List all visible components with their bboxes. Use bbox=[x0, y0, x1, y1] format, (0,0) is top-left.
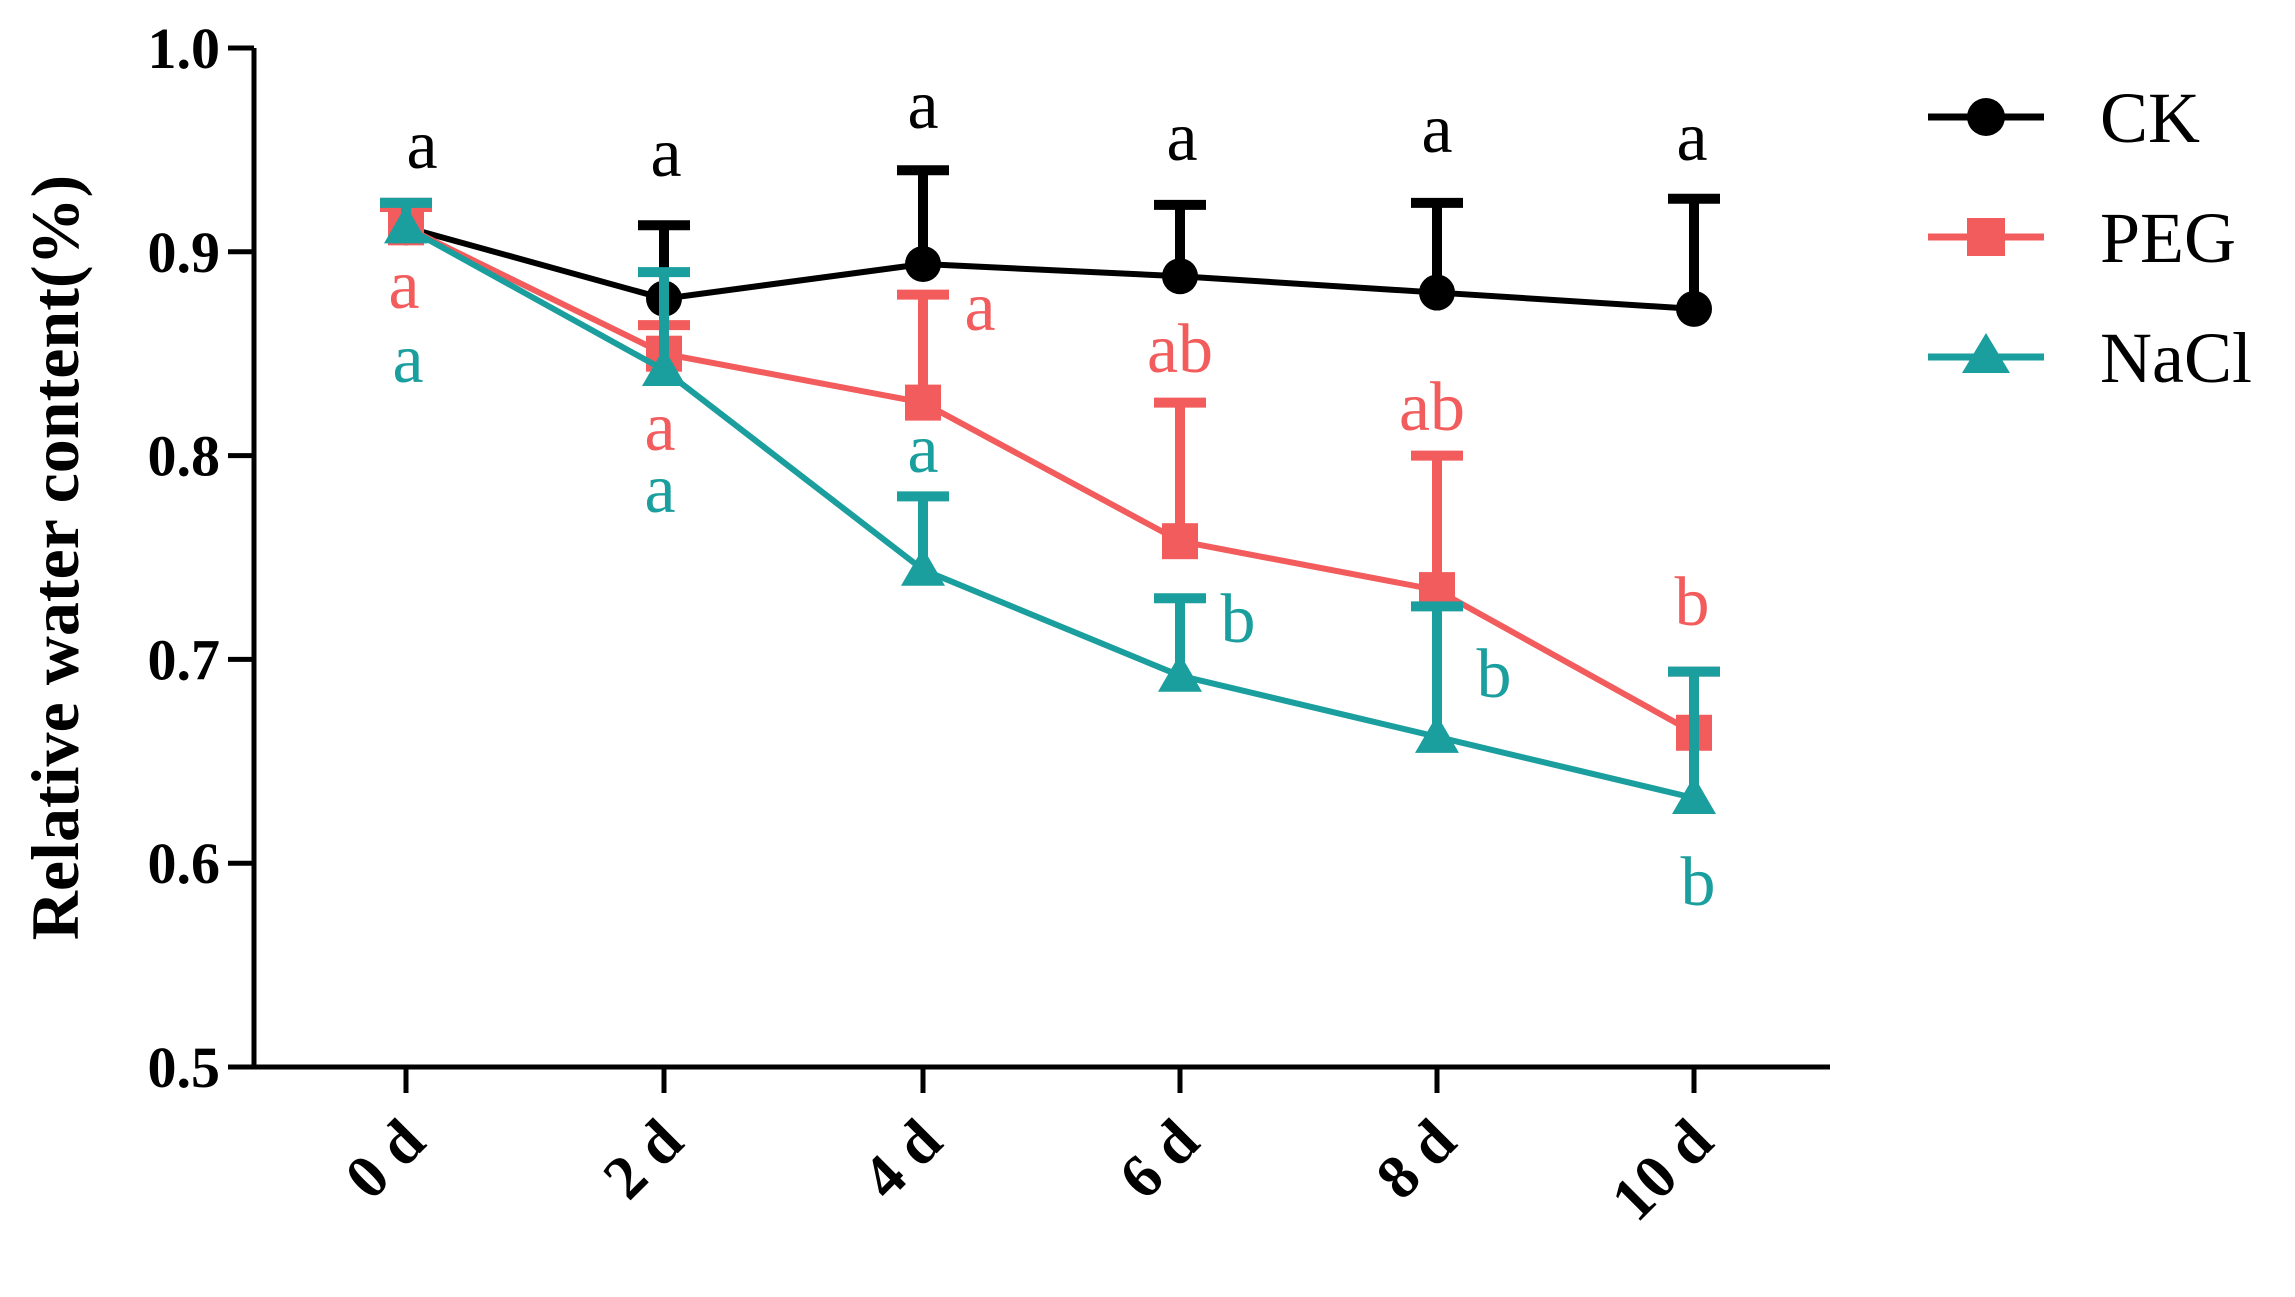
significance-letter: a bbox=[644, 389, 675, 466]
legend: CK PEG NaCl bbox=[1928, 78, 2252, 398]
significance-letter: a bbox=[406, 107, 437, 184]
legend-item-nacl: NaCl bbox=[1928, 318, 2252, 398]
y-tick-label: 0.8 bbox=[148, 424, 221, 489]
data-point bbox=[384, 205, 428, 244]
significance-letter: a bbox=[1676, 99, 1707, 176]
significance-letter: b bbox=[1477, 636, 1512, 713]
x-tick-label: 4 d bbox=[850, 1107, 955, 1212]
x-tick-label: 0 d bbox=[333, 1107, 438, 1212]
x-tick-label: 8 d bbox=[1364, 1107, 1469, 1212]
y-axis-label: Relative water content(%) bbox=[17, 175, 93, 940]
significance-letter: a bbox=[907, 411, 938, 488]
data-point bbox=[1676, 290, 1712, 327]
series-peg bbox=[380, 201, 1720, 751]
y-tick-label: 0.7 bbox=[148, 627, 221, 692]
y-tick-label: 0.9 bbox=[148, 220, 221, 285]
legend-item-ck: CK bbox=[1928, 78, 2200, 158]
significance-letter: a bbox=[392, 321, 423, 398]
legend-marker bbox=[1962, 333, 2010, 373]
legend-label: PEG bbox=[2100, 198, 2236, 278]
axes bbox=[251, 48, 1830, 1070]
legend-label: CK bbox=[2100, 78, 2200, 158]
significance-letter: a bbox=[650, 115, 681, 192]
data-point bbox=[905, 384, 941, 421]
significance-letter: a bbox=[964, 269, 995, 346]
significance-letter: b bbox=[1681, 844, 1716, 921]
data-point bbox=[1419, 274, 1455, 311]
series-line bbox=[404, 224, 1695, 801]
data-point bbox=[901, 547, 945, 586]
significance-letter: ab bbox=[1399, 369, 1465, 446]
y-tick-label: 1.0 bbox=[148, 16, 221, 81]
y-tick-label: 0.5 bbox=[148, 1035, 221, 1100]
legend-label: NaCl bbox=[2100, 318, 2252, 398]
legend-item-peg: PEG bbox=[1928, 198, 2236, 278]
data-point bbox=[642, 348, 686, 387]
significance-letter: a bbox=[1421, 91, 1452, 168]
legend-marker bbox=[1967, 218, 2005, 256]
data-point bbox=[1672, 775, 1716, 814]
data-point bbox=[1162, 523, 1198, 560]
data-point bbox=[1162, 258, 1198, 295]
series-layer bbox=[380, 165, 1720, 814]
significance-letter: b bbox=[1675, 564, 1710, 641]
series-ck bbox=[380, 165, 1720, 327]
x-tick-label: 10 d bbox=[1599, 1107, 1726, 1234]
data-point bbox=[1158, 653, 1202, 692]
significance-letter: a bbox=[907, 67, 938, 144]
x-tick-label: 6 d bbox=[1107, 1107, 1212, 1212]
significance-letter: a bbox=[644, 451, 675, 528]
series-line bbox=[405, 224, 1695, 312]
data-point bbox=[1415, 714, 1459, 753]
significance-letter: a bbox=[1166, 99, 1197, 176]
significance-letter: a bbox=[388, 247, 419, 324]
significance-letter: b bbox=[1221, 581, 1256, 658]
series-line bbox=[404, 224, 1696, 736]
x-tick-label: 2 d bbox=[591, 1107, 696, 1212]
y-tick-label: 0.6 bbox=[148, 831, 221, 896]
data-point bbox=[905, 246, 941, 283]
series-nacl bbox=[380, 197, 1720, 814]
significance-letter: ab bbox=[1147, 311, 1213, 388]
legend-marker bbox=[1967, 98, 2005, 136]
